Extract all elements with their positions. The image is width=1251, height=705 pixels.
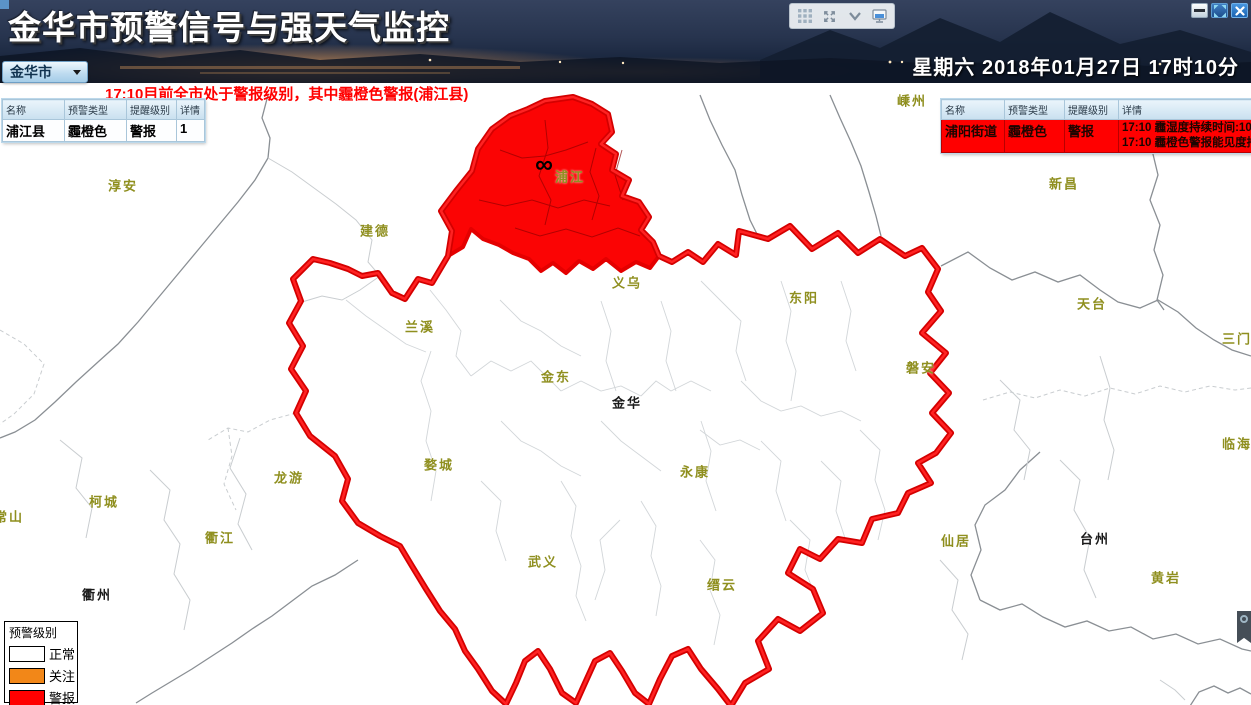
datetime-display: 星期六 2018年01月27日 17时10分 [912, 57, 1239, 79]
legend-items: 正常 关注 警报 [9, 644, 77, 705]
grid-icon[interactable] [796, 8, 813, 25]
legend-label: 关注 [49, 669, 76, 684]
column-header: 详情 [1118, 99, 1251, 120]
header-photo [0, 0, 1251, 83]
legend-label: 正常 [49, 647, 76, 662]
haze-glasses-icon: ∞ [535, 150, 553, 179]
map-widget-icon[interactable] [1237, 611, 1251, 643]
table-cell: 警报 [126, 119, 177, 142]
city-selector-label: 金华市 [10, 64, 52, 80]
column-header: 提醒级别 [126, 99, 177, 120]
warning-detail-table: 名称 预警类型 提醒级别 详情 浦阳街道 霾橙色 警报 17:10 霾湿度持续时间:100 17… [941, 99, 1251, 153]
table-row[interactable]: 浦江县 霾橙色 警报 1 [2, 119, 205, 142]
legend-swatch [9, 667, 45, 684]
column-header: 名称 [2, 99, 65, 120]
minimize-button[interactable] [1191, 3, 1208, 18]
maximize-button[interactable] [1211, 3, 1228, 18]
table-cell: 警报 [1064, 119, 1119, 153]
column-header: 提醒级别 [1064, 99, 1119, 120]
column-header: 预警类型 [64, 99, 127, 120]
table-cell-details: 1 [176, 119, 205, 142]
column-header: 名称 [941, 99, 1005, 120]
column-header: 预警类型 [1004, 99, 1065, 120]
table-cell: 浦江县 [2, 119, 65, 142]
legend-title: 预警级别 [9, 626, 58, 640]
window-system-icon [0, 0, 9, 9]
jinhua-city-boundary [286, 94, 954, 705]
table-row[interactable]: 浦阳街道 霾橙色 警报 17:10 霾湿度持续时间:100 17:10 霾橙色警报能见度… [941, 119, 1251, 153]
close-button[interactable] [1231, 3, 1248, 18]
alert-banner: 17:10目前全市处于警报级别，其中霾橙色警报(浦江县) [105, 86, 469, 103]
header-toolbar [789, 3, 895, 29]
app-title: 金华市预警信号与强天气监控 [8, 9, 450, 46]
map-widget-dot [1240, 615, 1248, 623]
table-cell: 浦阳街道 [941, 119, 1005, 153]
map-legend: 预警级别 正常关注警报 [4, 621, 78, 705]
column-header: 详情 [176, 99, 205, 120]
legend-item: 警报 [9, 688, 77, 705]
legend-label: 警报 [49, 691, 76, 705]
subdistrict-boundaries [345, 280, 886, 646]
monitor-icon[interactable] [871, 8, 888, 25]
chevron-down-icon[interactable] [846, 8, 863, 25]
prefecture-boundaries [0, 94, 1251, 705]
chevron-down-icon [73, 69, 81, 75]
header-banner: 金华市预警信号与强天气监控 [0, 0, 1251, 83]
warning-summary-table: 名称 预警类型 提醒级别 详情 浦江县 霾橙色 警报 1 [2, 99, 205, 142]
district-boundaries [0, 157, 1251, 701]
city-selector[interactable]: 金华市 [2, 61, 88, 83]
legend-swatch [9, 689, 45, 705]
expand-icon[interactable] [821, 8, 838, 25]
legend-item: 正常 [9, 644, 77, 663]
legend-item: 关注 [9, 666, 77, 685]
table-cell: 霾橙色 [64, 119, 127, 142]
legend-swatch [9, 645, 45, 662]
window-controls [1191, 3, 1248, 18]
table-cell: 霾橙色 [1004, 119, 1065, 153]
